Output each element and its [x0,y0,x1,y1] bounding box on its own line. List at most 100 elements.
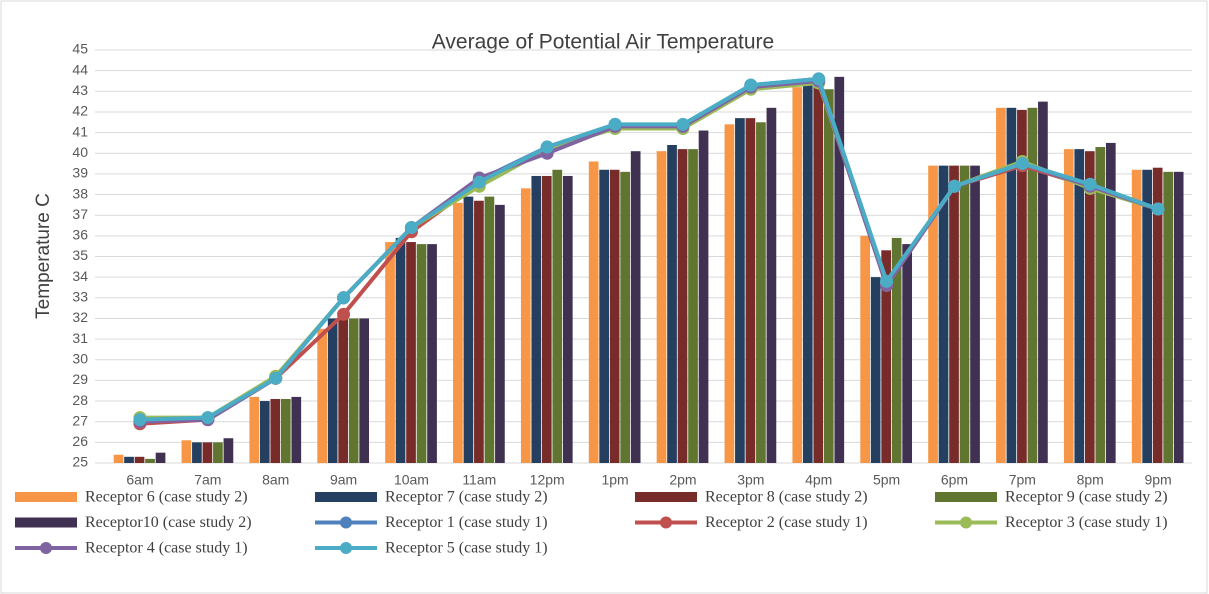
legend-label: Receptor 3 (case study 1) [1005,514,1168,531]
y-tick-label: 45 [72,41,88,57]
bar [970,165,980,463]
legend-label: Receptor 8 (case study 2) [705,489,868,506]
x-tick-label: 8am [262,472,289,488]
marker [1151,202,1165,216]
bar [134,456,145,463]
bar [249,396,260,463]
legend-swatch [935,492,997,502]
bar [1038,101,1048,463]
bar [949,165,959,463]
legend-marker [960,516,972,529]
marker [1083,177,1097,191]
marker [472,175,486,189]
line [139,76,1159,422]
y-tick-label: 41 [72,123,88,139]
marker [337,307,351,321]
bar [552,169,563,463]
y-tick-label: 35 [72,247,88,263]
x-tick-label: 4pm [805,472,832,488]
bar [338,318,349,463]
legend-swatch [315,492,377,502]
marker [1015,157,1029,171]
bar [1152,167,1163,463]
bar [124,456,134,463]
bar [270,398,281,463]
y-tick-label: 30 [72,350,88,366]
x-tick-label: 9am [330,472,357,488]
bar [609,169,620,463]
bar [453,202,463,463]
y-tick-label: 34 [72,268,88,284]
bar [562,175,573,463]
bar [327,318,338,463]
bar [902,244,913,463]
x-tick-label: 6am [126,472,153,488]
x-tick-label: 3pm [737,472,764,488]
bar [802,85,813,463]
bar [667,144,677,464]
y-tick-label: 28 [72,392,88,408]
bar [1105,142,1116,464]
legend-label: Receptor 7 (case study 2) [385,489,548,506]
x-tick-label: 12pm [530,472,565,488]
bar [860,235,871,463]
x-tick-label: 10am [394,472,429,488]
legend-marker [340,516,352,529]
bar [192,442,202,463]
bar [155,452,166,463]
y-tick-label: 27 [72,412,88,428]
marker [201,411,215,425]
bar [792,87,803,464]
x-tick-label: 11am [462,472,496,488]
bar [766,107,777,463]
y-tick-label: 29 [72,371,88,387]
bar [520,188,531,464]
y-tick-label: 42 [72,103,88,119]
bar [834,76,845,463]
bar [427,244,437,463]
bar [996,107,1006,463]
legend-label: Receptor10 (case study 2) [85,514,252,531]
bar [928,165,938,463]
bar [870,277,881,463]
bar [416,244,427,463]
x-tick-label: 2pm [669,472,696,488]
marker [676,117,690,131]
marker [404,221,418,235]
bar [1084,151,1095,463]
bar [541,175,552,463]
bar [756,122,766,464]
bar [1063,149,1074,463]
marker [880,274,894,288]
bar [735,118,745,464]
bar [202,442,213,463]
bar [688,149,698,463]
y-tick-label: 40 [72,144,88,160]
y-tick-label: 36 [72,227,88,243]
x-tick-label: 5pm [873,472,900,488]
y-tick-label: 32 [72,309,88,325]
y-tick-label: 39 [72,165,88,181]
y-tick-label: 33 [72,289,88,305]
legend-marker [340,542,352,554]
bar [724,124,735,463]
bar [1017,109,1027,463]
bar [181,440,192,463]
bar [406,242,416,463]
x-tick-label: 7am [194,472,221,488]
bar [463,196,474,464]
bar [474,200,484,463]
x-tick-label: 1pm [601,472,628,488]
bar [385,242,395,463]
bar [959,165,970,463]
legend-label: Receptor 1 (case study 1) [385,514,548,531]
bar [823,89,834,464]
x-tick-label: 8pm [1077,472,1104,488]
bar [1074,149,1085,463]
marker [947,179,961,193]
bar [813,83,824,463]
bar [359,318,370,463]
y-axis-title: Temperature C [33,193,54,319]
legend-label: Receptor 2 (case study 1) [705,514,868,531]
bar [891,237,902,463]
